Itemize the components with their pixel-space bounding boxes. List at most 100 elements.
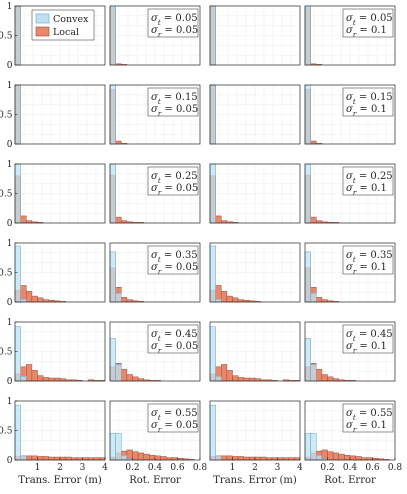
bar-local-bin-12 — [366, 457, 373, 461]
bar-local-bin-4 — [321, 299, 328, 303]
bar-convex-bin-1 — [304, 338, 311, 382]
sigma-t-label: σt = 0.05 — [151, 13, 198, 27]
axes-frame — [109, 321, 201, 382]
y-tick-label: 0.5 — [0, 190, 13, 200]
bar-local-bin-14 — [282, 457, 289, 461]
x-tick-label: 0.4 — [343, 463, 358, 473]
histogram-panel-r1-c1: 0 0.5 1 Convex Local — [0, 2, 106, 71]
bar-convex-bin-1 — [304, 163, 311, 224]
bar-local-bin-12 — [171, 457, 178, 461]
bar-local-bin-5 — [232, 297, 239, 303]
bar-convex-bin-2 — [20, 298, 27, 303]
bar-local-bin-3 — [121, 297, 128, 303]
x-tick-label: 0.4 — [148, 463, 163, 473]
bar-local-bin-8 — [249, 377, 256, 382]
y-tick-label: 0 — [7, 61, 13, 71]
annotation-box — [147, 324, 199, 354]
sigma-r-label: σr = 0.05 — [151, 183, 198, 197]
bar-convex-bin-1 — [14, 245, 21, 303]
sigma-t-label: σt = 0.35 — [151, 250, 198, 264]
x-axis-label: Rot. Error — [129, 475, 181, 486]
bar-local-bin-10 — [260, 456, 267, 461]
y-tick-label: 1 — [7, 2, 13, 12]
x-tick-label: 0.2 — [320, 463, 334, 473]
bar-convex-bin-1 — [209, 163, 216, 224]
bar-convex-bin-2 — [20, 376, 27, 382]
axes-frame — [109, 5, 201, 66]
bar-convex-bin-1 — [209, 245, 216, 303]
bar-convex-bin-1 — [209, 404, 216, 461]
axes-frame — [109, 242, 201, 303]
histogram-panel-r3-c3 — [209, 163, 301, 224]
bar-local-bin-3 — [221, 455, 228, 461]
y-tick-label: 0.5 — [0, 32, 13, 42]
sigma-t-label: σt = 0.25 — [346, 171, 393, 185]
bar-local-bin-2 — [310, 140, 317, 145]
bar-local-bin-13 — [277, 457, 284, 461]
bar-local-bin-11 — [166, 457, 173, 461]
sigma-r-label: σr = 0.1 — [346, 183, 387, 197]
histogram-panel-r2-c3 — [209, 84, 301, 145]
axes-frame — [304, 5, 396, 66]
bar-local-bin-9 — [154, 455, 161, 461]
bar-convex-bin-2 — [20, 455, 27, 461]
bar-local-bin-6 — [237, 377, 244, 382]
bar-local-bin-4 — [126, 374, 133, 382]
bar-convex-bin-2 — [310, 292, 317, 303]
annotation-box — [342, 403, 394, 433]
bar-local-bin-3 — [316, 220, 323, 224]
bar-local-bin-6 — [332, 378, 339, 382]
bar-local-bin-12 — [76, 457, 83, 461]
bar-local-bin-4 — [321, 449, 328, 461]
bar-convex-bin-1 — [304, 5, 311, 66]
annotation-box — [147, 87, 199, 117]
bar-convex-bin-1 — [304, 433, 311, 461]
bar-local-bin-15 — [288, 457, 295, 461]
bar-local-bin-5 — [327, 376, 334, 382]
y-tick-label: 0.5 — [0, 348, 13, 358]
histogram-panel-r5-c1: 00.51 — [0, 318, 106, 387]
bar-local-bin-9 — [59, 456, 66, 461]
bar-local-bin-4 — [226, 455, 233, 461]
x-tick-label: 0.8 — [193, 463, 208, 473]
bar-local-bin-3 — [26, 364, 33, 382]
bar-local-bin-3 — [26, 220, 33, 224]
bar-local-bin-9 — [254, 378, 261, 382]
bar-local-bin-6 — [137, 452, 144, 461]
bar-local-bin-3 — [316, 297, 323, 303]
bar-local-bin-9 — [349, 455, 356, 461]
bar-local-bin-13 — [82, 457, 89, 461]
bar-local-bin-4 — [31, 370, 38, 382]
axes-frame — [304, 321, 396, 382]
bar-local-bin-8 — [344, 455, 351, 461]
bar-local-bin-7 — [48, 377, 55, 382]
y-tick-label: 0 — [7, 140, 13, 150]
x-tick-label: 4 — [102, 463, 108, 473]
bar-local-bin-7 — [48, 456, 55, 461]
annotation-box — [342, 166, 394, 196]
bar-local-bin-2 — [310, 216, 317, 224]
sigma-t-label: σt = 0.35 — [346, 250, 393, 264]
bar-local-bin-2 — [115, 140, 122, 145]
bar-local-bin-5 — [232, 375, 239, 382]
y-tick-label: 1 — [7, 397, 13, 407]
x-tick-label: 0.6 — [365, 463, 380, 473]
bar-convex-bin-2 — [310, 364, 317, 382]
legend: Convex Local — [31, 9, 95, 41]
bar-convex-bin-1 — [304, 251, 311, 303]
annotation-box — [147, 245, 199, 275]
bar-convex-bin-2 — [215, 455, 222, 461]
bar-local-bin-3 — [121, 220, 128, 224]
